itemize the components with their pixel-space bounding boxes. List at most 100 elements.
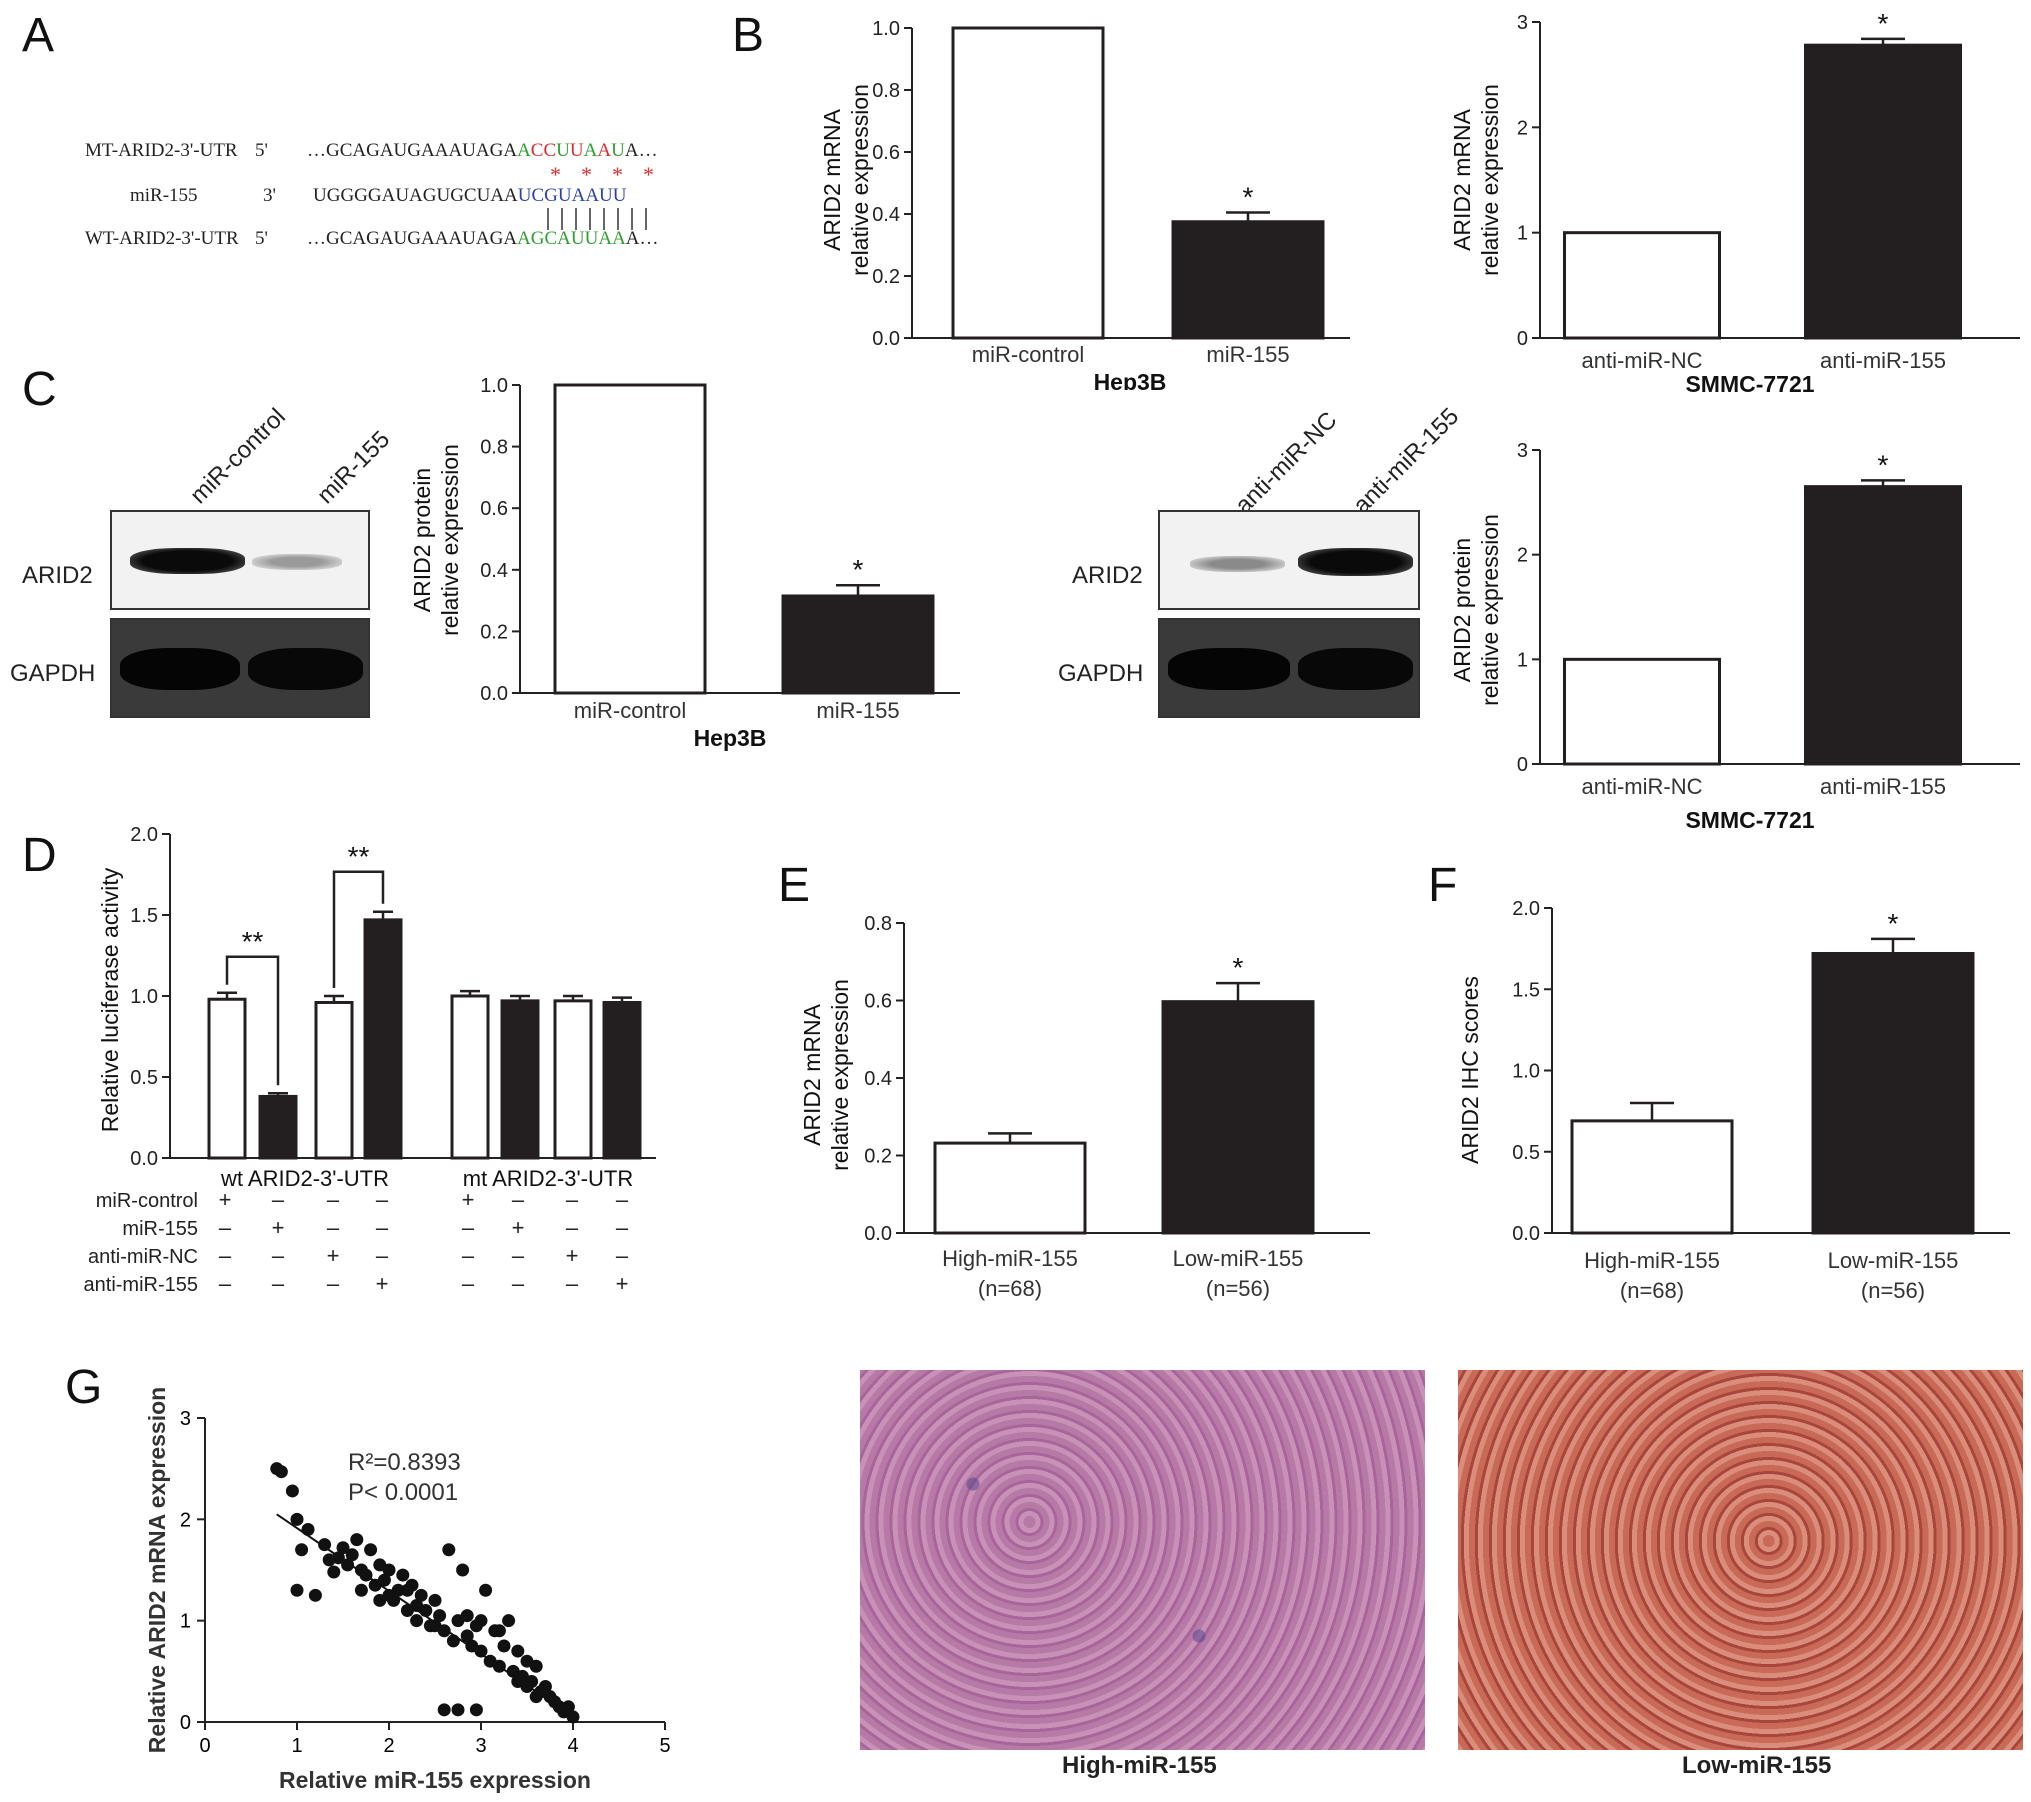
band	[1190, 556, 1285, 572]
treatment-cell: +	[218, 1187, 232, 1212]
bars: *	[1570, 908, 1975, 1235]
data-point	[364, 1543, 378, 1557]
category-label: High-miR-155	[1584, 1248, 1720, 1273]
band	[130, 548, 245, 574]
bars: *	[553, 383, 935, 695]
y-tick-label: 1	[1517, 649, 1528, 671]
category-label: miR-control	[972, 342, 1084, 367]
y-tick-label: 3	[1517, 12, 1528, 34]
y-tick-label: 0.8	[864, 913, 892, 935]
seq-wt-name: WT-ARID2-3'-UTR	[85, 228, 239, 249]
blot-left-row-gapdh: GAPDH	[10, 660, 96, 687]
y-tick-label: 0	[1517, 328, 1528, 350]
y-tick-label: 0.6	[864, 991, 892, 1013]
treatment-cell: –	[218, 1271, 232, 1296]
ihc-image-low	[1458, 1370, 2023, 1750]
bar	[781, 594, 935, 695]
seq-mt-base: C	[543, 140, 557, 161]
data-point	[327, 1565, 341, 1579]
bar	[553, 999, 593, 1160]
treatment-cell: –	[375, 1215, 389, 1240]
y-tick-label: 0.8	[872, 80, 900, 102]
bar	[1563, 657, 1721, 766]
y-axis-label: ARID2 protein	[409, 468, 435, 612]
y-tick-label: 0.0	[872, 328, 900, 350]
seq-mt-sequence: …GCAGAUGAAAUAGAACCUUAAUA…	[307, 140, 658, 162]
seq-mismatch-star: *	[550, 162, 561, 187]
treatment-cell: –	[271, 1243, 285, 1268]
y-axis-label: relative expression	[1477, 514, 1503, 706]
treatment-cell: –	[326, 1271, 340, 1296]
significance-label: *	[1878, 449, 1889, 480]
data-point	[318, 1538, 332, 1552]
treatment-cell: +	[565, 1243, 579, 1268]
treatment-cell: +	[326, 1243, 340, 1268]
y-tick-label: 0.4	[480, 560, 508, 582]
category-label-n: (n=68)	[1620, 1278, 1684, 1303]
category-label-n: (n=56)	[1206, 1276, 1270, 1301]
treatment-cell: +	[271, 1215, 285, 1240]
data-point	[428, 1593, 442, 1607]
data-point	[410, 1614, 424, 1628]
chart-c-hep3b-protein: 0.0 0.2 0.4 0.6 0.8 1.0 * miR-control miR-155 Hep…	[409, 375, 960, 751]
treatment-cell: –	[461, 1271, 475, 1296]
y-tick-label: 2.0	[130, 824, 158, 846]
y-axis-label: ARID2 IHC scores	[1457, 976, 1483, 1164]
bar	[1171, 220, 1325, 340]
bars: *	[1563, 449, 1962, 766]
bar	[1804, 485, 1962, 766]
bar	[553, 383, 707, 695]
blot-left-lane-2: miR-155	[312, 425, 396, 510]
blot-right-row-gapdh: GAPDH	[1058, 660, 1144, 687]
category-label: anti-miR-155	[1820, 348, 1946, 373]
treatment-cell: –	[218, 1215, 232, 1240]
treatment-cell: –	[511, 1271, 525, 1296]
bars: *	[1563, 8, 1962, 340]
data-point	[308, 1588, 322, 1602]
treatment-cell: –	[461, 1215, 475, 1240]
treatment-cell: –	[565, 1215, 579, 1240]
y-tick-label: 0.2	[864, 1146, 892, 1168]
y-tick-label: 1.5	[1512, 979, 1540, 1001]
y-axis-label: relative expression	[437, 444, 463, 636]
data-point	[301, 1522, 315, 1536]
data-point	[414, 1588, 428, 1602]
significance-brackets: ** **	[225, 841, 385, 1086]
treatment-cell: –	[375, 1187, 389, 1212]
panel-letter-f: F	[1428, 859, 1458, 912]
seq-mir-pre: UGGGGAUAGUGCUAA	[313, 185, 518, 206]
data-point	[538, 1680, 552, 1694]
panel-letter-g: G	[65, 1361, 103, 1414]
x-axis-label: SMMC-7721	[1685, 807, 1814, 833]
data-point	[446, 1634, 460, 1648]
seq-mt-mid: ACCUUAAU	[517, 140, 625, 161]
chart-g-correlation: 0 1 2 3 4 5 0 1 2 3 R²=0.8393 P< 0.0001 Relative miR…	[144, 1387, 671, 1793]
seq-mir-name: miR-155	[130, 185, 198, 206]
y-tick-label: 1.5	[130, 905, 158, 927]
seq-wt-sequence: …GCAGAUGAAAUAGAAGCAUUAAA…	[307, 228, 659, 250]
y-axis-label: relative expression	[1477, 84, 1503, 276]
panel-letter-e: E	[778, 859, 811, 912]
treatment-cell: –	[511, 1187, 525, 1212]
y-axis-label: relative expression	[827, 979, 853, 1171]
y-axis-label: ARID2 mRNA	[1449, 108, 1475, 251]
ihc-image-high	[860, 1370, 1425, 1750]
seq-mt-pre: …GCAGAUGAAAUAGA	[307, 140, 518, 161]
x-tick-label: 4	[567, 1735, 578, 1757]
significance-label: *	[1888, 908, 1899, 939]
bar	[933, 1141, 1087, 1235]
data-point	[433, 1609, 447, 1623]
data-point	[456, 1563, 470, 1577]
panel-letter-c: C	[22, 363, 57, 416]
blot-right-lane-1: anti-miR-NC	[1230, 406, 1343, 520]
data-point	[382, 1563, 396, 1577]
data-point	[460, 1629, 474, 1643]
bracket-label: **	[348, 841, 370, 872]
data-point	[345, 1548, 359, 1562]
category-label: miR-155	[1206, 342, 1289, 367]
y-tick-label: 1.0	[480, 375, 508, 397]
annotation-p: P< 0.0001	[348, 1479, 458, 1506]
axes: 0.0 0.2 0.4 0.6 0.8 1.0	[480, 375, 960, 705]
